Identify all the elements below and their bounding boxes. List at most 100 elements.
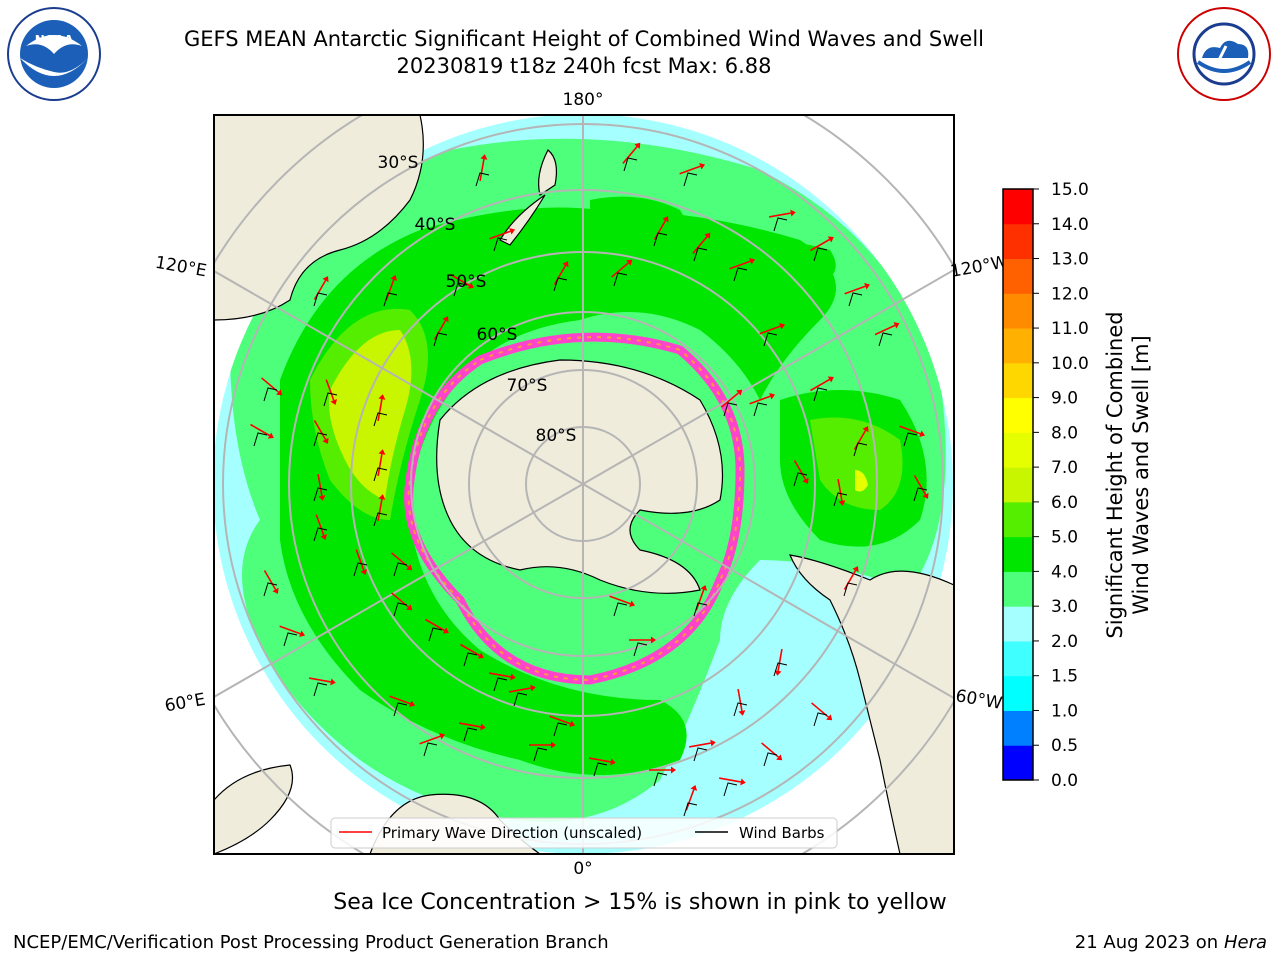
wind-barb (313, 487, 328, 502)
lon-label-120w: 120°W (949, 252, 1010, 282)
wave-direction-arrowhead (699, 162, 706, 170)
wave-direction-arrowhead (662, 216, 669, 223)
colorbar-tick-label: 1.0 (1051, 701, 1078, 721)
wind-barb (463, 652, 478, 667)
lon-label-0: 0° (573, 859, 592, 879)
noaa-logo-text: NOAA (35, 33, 74, 47)
wind-barb (693, 747, 708, 762)
wave-direction-arrowhead (704, 232, 711, 239)
wave-direction-arrow (377, 499, 383, 521)
wave-direction-arrowhead (736, 389, 743, 396)
wave-direction-arrowhead (774, 670, 782, 676)
wind-barb (383, 292, 398, 307)
wind-barb (393, 562, 408, 577)
wave-direction-arrow (737, 689, 743, 711)
wind-barb (475, 172, 490, 187)
lon-label-60w: 60°W (954, 686, 1004, 714)
colorbar-tick-label: 4.0 (1051, 562, 1078, 582)
wind-barb (433, 332, 448, 347)
wave-direction-arrow (315, 514, 325, 536)
colorbar-tick-label: 1.5 (1051, 667, 1078, 687)
wave-direction-arrow (450, 273, 470, 287)
wave-direction-arrow (810, 238, 830, 252)
date-stamp: 21 Aug 2023 on Hera (1075, 932, 1267, 953)
wind-barb (723, 402, 738, 417)
wind-barb (723, 782, 738, 797)
wind-barb (903, 432, 918, 447)
wave-direction-arrow (689, 742, 711, 748)
wave-direction-arrow (874, 324, 896, 336)
wave-direction-arrowhead (626, 259, 633, 266)
wind-barb (813, 712, 828, 727)
wave-direction-arrowhead (738, 710, 746, 716)
wind-barb (553, 277, 568, 292)
wind-barb (853, 442, 868, 457)
wave-direction-arrow (489, 672, 511, 678)
map-legend: Primary Wave Direction (unscaled) Wind B… (330, 817, 838, 849)
wind-barb (773, 662, 788, 677)
wave-direction-arrow (425, 618, 445, 632)
wind-barb (423, 742, 438, 757)
wave-direction-arrow (250, 423, 270, 437)
wind-barb (463, 727, 478, 742)
colorbar-tick-label: 9.0 (1051, 389, 1078, 409)
wave-direction-arrow (317, 474, 323, 496)
sea-ice-edge (404, 332, 745, 685)
wave-direction-arrowhead (378, 449, 386, 455)
wind-barb (323, 392, 338, 407)
wind-barb (453, 282, 468, 297)
wind-barb (683, 802, 698, 817)
lat-label-80s: 80°S (536, 426, 577, 446)
wave-direction-arrowhead (690, 784, 698, 791)
map-frame (213, 114, 955, 855)
antarctica-land (436, 359, 724, 594)
colorbar-swatch (1003, 328, 1033, 364)
wind-barb (693, 602, 708, 617)
wave-direction-arrow (460, 643, 480, 657)
wave-direction-arrowhead (862, 426, 869, 433)
wave-direction-arrow (611, 262, 629, 278)
ocean-4-5m-field-ne (700, 240, 836, 290)
wave-direction-arrowhead (330, 399, 338, 406)
colorbar-tick-label: 15.0 (1051, 180, 1089, 200)
wave-direction-arrow (692, 236, 708, 254)
wave-direction-arrowhead (360, 569, 368, 576)
colorbar-swatch (1003, 293, 1033, 329)
wave-direction-arrow (433, 320, 447, 340)
map-area (214, 115, 954, 854)
wind-barb (633, 642, 648, 657)
colorbar-tick-label: 14.0 (1051, 215, 1089, 235)
lat-label-70s: 70°S (507, 376, 548, 396)
lat-label-50s: 50°S (446, 272, 487, 292)
wave-direction-arrowhead (276, 389, 283, 396)
wave-direction-arrowhead (406, 604, 413, 611)
wave-direction-arrowhead (651, 636, 656, 644)
wave-direction-arrow (385, 279, 395, 301)
wave-direction-arrowhead (827, 236, 834, 243)
colorbar-tick-label: 13.0 (1051, 250, 1089, 270)
wind-barb (848, 292, 863, 307)
wave-direction-arrow (719, 777, 741, 783)
wave-direction-arrow (263, 570, 277, 590)
colorbar-swatch (1003, 710, 1033, 746)
colorbar-swatch (1003, 397, 1033, 433)
wave-direction-arrow (759, 325, 781, 335)
wind-barb (833, 492, 848, 507)
wave-direction-arrow (609, 595, 631, 605)
wind-barb (373, 512, 388, 527)
wave-direction-arrowhead (629, 600, 636, 608)
wind-barb (683, 172, 698, 187)
colorbar-tick-label: 3.0 (1051, 597, 1078, 617)
wave-direction-arrow (793, 460, 807, 480)
wave-direction-arrowhead (740, 778, 746, 786)
wave-direction-arrowhead (439, 732, 446, 740)
lat-label-60s: 60°S (477, 325, 518, 345)
wave-direction-arrow (459, 722, 481, 728)
wind-barb (693, 247, 708, 262)
wave-direction-arrowhead (749, 257, 756, 265)
wave-direction-arrow (313, 280, 327, 300)
lon-label-120e: 120°E (154, 253, 208, 282)
wind-barb (393, 602, 408, 617)
graticule (214, 115, 954, 854)
wave-direction-arrowhead (893, 322, 900, 329)
